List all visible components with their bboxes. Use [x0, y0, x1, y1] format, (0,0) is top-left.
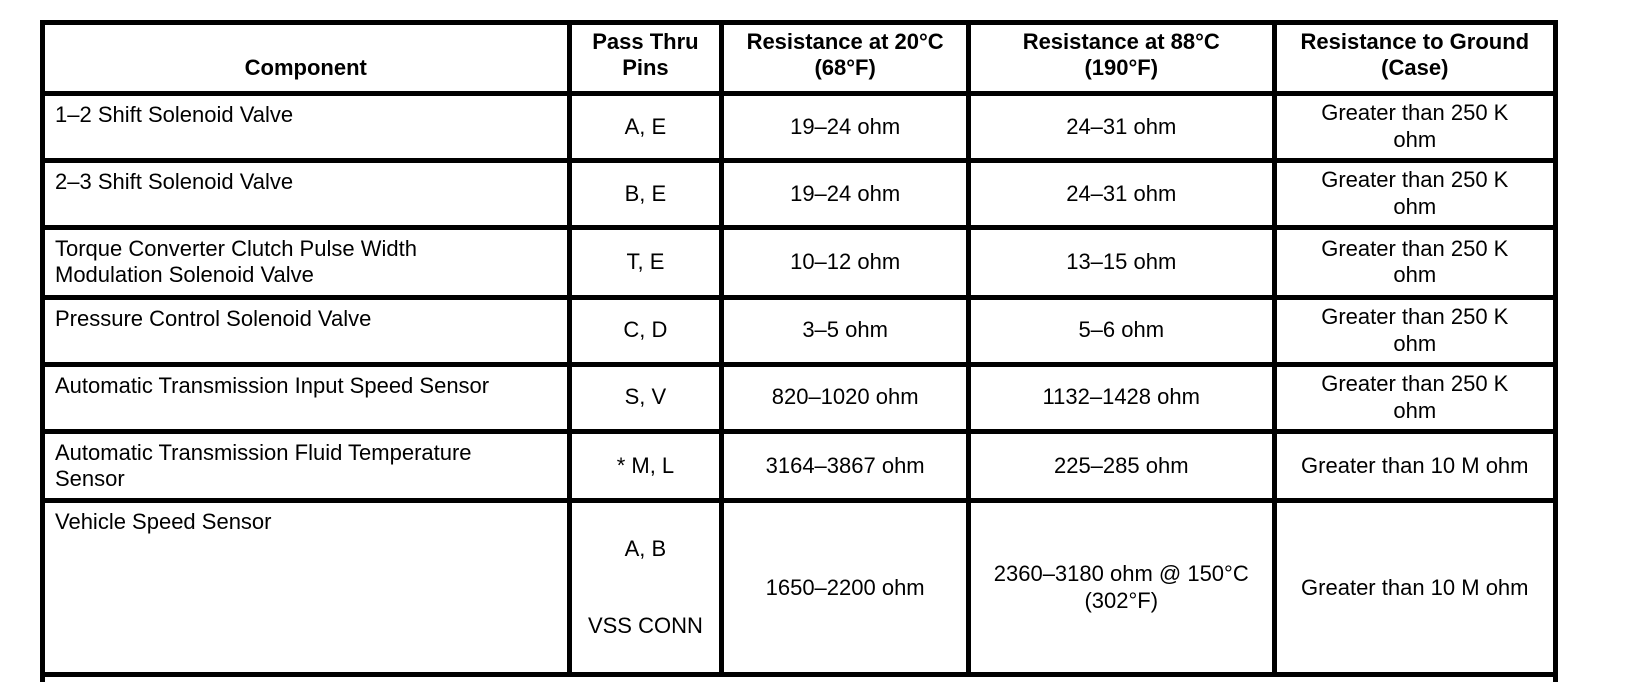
- resistance-88c-cell: 24–31 ohm: [965, 157, 1277, 230]
- resistance-88c-cell: 24–31 ohm: [965, 90, 1277, 163]
- table-row: Torque Converter Clutch Pulse Width Modu…: [40, 224, 1559, 300]
- component-cell: Automatic Transmission Input Speed Senso…: [40, 361, 572, 434]
- resistance-ground-cell: Greater than 250 K ohm: [1271, 361, 1559, 434]
- resistance-ground-cell: Greater than 250 K ohm: [1271, 157, 1559, 230]
- col-header-resistance-88c: Resistance at 88°C (190°F): [965, 20, 1277, 96]
- col-header-pass-thru-pins: Pass Thru Pins: [566, 20, 725, 96]
- resistance-ground-cell: Greater than 250 K ohm: [1271, 294, 1559, 367]
- footnote-cell: * The resistance of this device changes …: [40, 672, 1558, 682]
- resistance-ground-cell: Greater than 10 M ohm: [1271, 428, 1559, 504]
- resistance-ground-cell: Greater than 250 K ohm: [1271, 224, 1559, 300]
- resistance-88c-cell: 13–15 ohm: [965, 224, 1277, 300]
- pass-thru-pins-cell: A, E: [566, 90, 725, 163]
- resistance-88c-cell: 225–285 ohm: [965, 428, 1277, 504]
- component-cell: Vehicle Speed Sensor: [40, 498, 572, 678]
- col-header-component: Component: [40, 20, 572, 96]
- pass-thru-pins-cell: A, B VSS CONN: [566, 498, 725, 678]
- resistance-20c-cell: 19–24 ohm: [719, 157, 971, 230]
- resistance-20c-cell: 1650–2200 ohm: [719, 498, 971, 678]
- component-cell: Torque Converter Clutch Pulse Width Modu…: [40, 224, 572, 300]
- component-cell: 2–3 Shift Solenoid Valve: [40, 157, 572, 230]
- component-cell: 1–2 Shift Solenoid Valve: [40, 90, 572, 163]
- resistance-20c-cell: 3164–3867 ohm: [719, 428, 971, 504]
- table-row: Automatic Transmission Input Speed Senso…: [40, 361, 1559, 434]
- resistance-88c-cell: 2360–3180 ohm @ 150°C (302°F): [965, 498, 1277, 678]
- pins-bottom-label: VSS CONN: [587, 613, 703, 639]
- resistance-88c-cell: 1132–1428 ohm: [965, 361, 1277, 434]
- table-row: Automatic Transmission Fluid Temperature…: [40, 428, 1559, 504]
- pass-thru-pins-cell: T, E: [566, 224, 725, 300]
- col-header-resistance-ground: Resistance to Ground (Case): [1271, 20, 1559, 96]
- resistance-ground-cell: Greater than 10 M ohm: [1271, 498, 1559, 678]
- header-row: Component Pass Thru Pins Resistance at 2…: [40, 20, 1559, 96]
- pass-thru-pins-cell: B, E: [566, 157, 725, 230]
- table-row: Vehicle Speed Sensor A, B VSS CONN 1650–…: [40, 498, 1559, 678]
- table-row: 2–3 Shift Solenoid Valve B, E 19–24 ohm …: [40, 157, 1559, 230]
- pins-top-label: A, B: [624, 535, 667, 561]
- col-header-resistance-20c: Resistance at 20°C (68°F): [719, 20, 971, 96]
- resistance-20c-cell: 19–24 ohm: [719, 90, 971, 163]
- pins-split: A, B VSS CONN: [578, 534, 714, 642]
- pass-thru-pins-cell: C, D: [566, 294, 725, 367]
- resistance-20c-cell: 10–12 ohm: [719, 224, 971, 300]
- pass-thru-pins-cell: * M, L: [566, 428, 725, 504]
- component-cell: Pressure Control Solenoid Valve: [40, 294, 572, 367]
- table-row: 1–2 Shift Solenoid Valve A, E 19–24 ohm …: [40, 90, 1559, 163]
- resistance-ground-cell: Greater than 250 K ohm: [1271, 90, 1559, 163]
- resistance-spec-table: Component Pass Thru Pins Resistance at 2…: [40, 20, 1559, 682]
- component-cell: Automatic Transmission Fluid Temperature…: [40, 428, 572, 504]
- resistance-88c-cell: 5–6 ohm: [965, 294, 1277, 367]
- pass-thru-pins-cell: S, V: [566, 361, 725, 434]
- footnote-row: * The resistance of this device changes …: [40, 672, 1558, 682]
- table-row: Pressure Control Solenoid Valve C, D 3–5…: [40, 294, 1559, 367]
- resistance-20c-cell: 3–5 ohm: [719, 294, 971, 367]
- resistance-20c-cell: 820–1020 ohm: [719, 361, 971, 434]
